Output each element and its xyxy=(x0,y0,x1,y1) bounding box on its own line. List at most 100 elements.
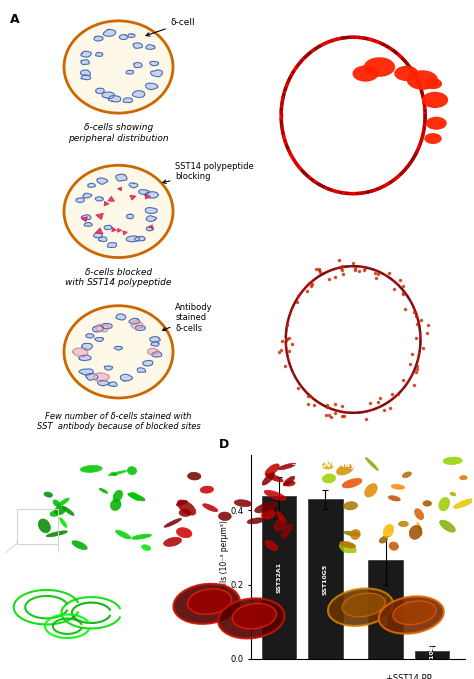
Ellipse shape xyxy=(64,165,173,257)
Ellipse shape xyxy=(200,486,214,493)
Polygon shape xyxy=(76,198,84,202)
Ellipse shape xyxy=(219,512,231,521)
Polygon shape xyxy=(143,361,153,366)
Polygon shape xyxy=(129,318,140,324)
Ellipse shape xyxy=(379,596,444,634)
Polygon shape xyxy=(81,70,91,75)
Text: —: — xyxy=(455,460,463,469)
Polygon shape xyxy=(146,216,156,221)
Ellipse shape xyxy=(234,500,252,507)
Text: δ-cell: δ-cell xyxy=(146,18,195,36)
Text: A: A xyxy=(9,13,19,26)
Ellipse shape xyxy=(365,483,377,497)
Ellipse shape xyxy=(423,500,431,506)
Polygon shape xyxy=(86,334,94,338)
Ellipse shape xyxy=(44,492,53,497)
Ellipse shape xyxy=(454,499,474,509)
Ellipse shape xyxy=(393,601,436,625)
Ellipse shape xyxy=(232,604,276,629)
Polygon shape xyxy=(102,323,112,329)
Polygon shape xyxy=(96,88,104,94)
Ellipse shape xyxy=(265,464,279,476)
Ellipse shape xyxy=(353,65,379,81)
Ellipse shape xyxy=(262,473,275,485)
Polygon shape xyxy=(128,34,135,37)
Text: B: B xyxy=(246,18,255,28)
Text: δ-cells blocked
with SST14 polypeptide: δ-cells blocked with SST14 polypeptide xyxy=(65,268,172,287)
Polygon shape xyxy=(126,236,140,242)
Ellipse shape xyxy=(116,530,131,539)
Polygon shape xyxy=(119,35,128,39)
Ellipse shape xyxy=(110,473,117,475)
Polygon shape xyxy=(108,242,117,247)
Ellipse shape xyxy=(383,524,393,538)
Ellipse shape xyxy=(407,70,438,90)
Polygon shape xyxy=(152,352,162,357)
Text: SST32A1: SST32A1 xyxy=(383,594,388,625)
Ellipse shape xyxy=(443,457,462,464)
Ellipse shape xyxy=(113,490,123,502)
Polygon shape xyxy=(85,373,98,380)
Polygon shape xyxy=(116,314,126,320)
Ellipse shape xyxy=(417,522,422,536)
Polygon shape xyxy=(150,61,158,66)
Ellipse shape xyxy=(176,528,192,538)
Ellipse shape xyxy=(460,475,467,480)
Polygon shape xyxy=(96,52,103,56)
Text: SST14 PP+SST32A1: SST14 PP+SST32A1 xyxy=(246,202,330,211)
Text: SST14 polypeptide
blocking: SST14 polypeptide blocking xyxy=(163,162,254,183)
Ellipse shape xyxy=(322,462,333,469)
Ellipse shape xyxy=(38,519,50,533)
Polygon shape xyxy=(151,70,163,77)
Ellipse shape xyxy=(247,518,264,524)
Ellipse shape xyxy=(284,481,295,486)
Ellipse shape xyxy=(188,589,232,614)
Polygon shape xyxy=(126,71,134,74)
Polygon shape xyxy=(104,366,112,370)
Ellipse shape xyxy=(218,598,284,638)
Ellipse shape xyxy=(57,498,69,507)
Ellipse shape xyxy=(388,496,400,501)
Ellipse shape xyxy=(50,511,60,517)
Polygon shape xyxy=(151,342,159,346)
Polygon shape xyxy=(146,208,157,213)
Ellipse shape xyxy=(342,593,385,617)
Text: SST10G5: SST10G5 xyxy=(323,564,328,595)
Ellipse shape xyxy=(450,492,456,496)
Ellipse shape xyxy=(110,499,121,511)
Bar xyxy=(415,651,449,659)
Ellipse shape xyxy=(108,471,127,476)
Polygon shape xyxy=(123,98,133,103)
Text: δ-cells showing
peripheral distribution: δ-cells showing peripheral distribution xyxy=(68,123,169,143)
Ellipse shape xyxy=(344,531,360,536)
Ellipse shape xyxy=(440,520,456,532)
Text: —: — xyxy=(292,460,301,469)
Ellipse shape xyxy=(255,502,276,513)
Ellipse shape xyxy=(277,511,284,521)
Polygon shape xyxy=(98,380,109,386)
Ellipse shape xyxy=(425,78,442,89)
Ellipse shape xyxy=(176,500,187,506)
Ellipse shape xyxy=(203,504,218,511)
Polygon shape xyxy=(150,337,160,342)
Polygon shape xyxy=(132,90,145,97)
Polygon shape xyxy=(73,348,88,356)
Ellipse shape xyxy=(364,57,395,77)
Ellipse shape xyxy=(72,540,87,550)
Text: Few number of δ-cells stained with
SST  antibody because of blocked sites: Few number of δ-cells stained with SST a… xyxy=(36,412,201,431)
Polygon shape xyxy=(120,374,133,381)
Ellipse shape xyxy=(344,502,357,510)
Ellipse shape xyxy=(128,493,145,501)
Text: —: — xyxy=(138,460,146,469)
Polygon shape xyxy=(96,325,109,332)
Ellipse shape xyxy=(132,534,152,539)
Ellipse shape xyxy=(62,507,74,515)
Ellipse shape xyxy=(265,540,277,551)
Polygon shape xyxy=(109,382,117,386)
Ellipse shape xyxy=(64,306,173,398)
Polygon shape xyxy=(95,197,103,201)
Text: SST10G5: SST10G5 xyxy=(429,640,435,671)
Bar xyxy=(368,560,403,659)
Ellipse shape xyxy=(424,133,442,144)
Ellipse shape xyxy=(278,463,296,470)
